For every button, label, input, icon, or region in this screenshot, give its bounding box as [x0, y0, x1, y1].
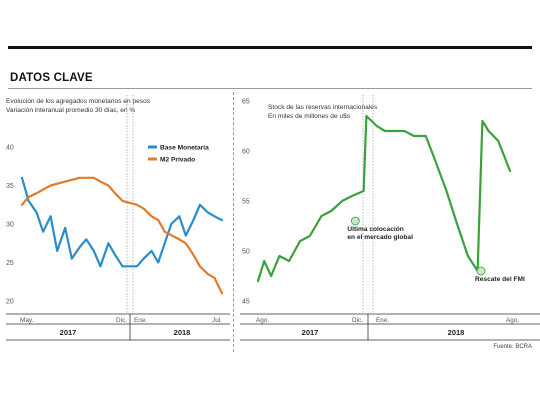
top-rule — [8, 46, 532, 49]
left-chart-year-label: 2017 — [60, 328, 77, 337]
annotation-label-0: en el mercado global — [347, 234, 413, 241]
reserves-svg: Stock de las reservas internacionales En … — [240, 95, 540, 341]
left-chart-series-line-0 — [20, 176, 224, 268]
reserves-chart: Stock de las reservas internacionales En … — [234, 89, 540, 351]
left-chart-y-tick-label: 30 — [6, 222, 14, 229]
left-chart-title: Evolución de los agregados monetarios en… — [6, 98, 151, 105]
right-chart-year-label: 2017 — [302, 328, 319, 337]
left-chart-year-label: 2018 — [174, 328, 191, 337]
right-chart-x-tick-label: Dic. — [352, 317, 363, 324]
annotation-marker-0 — [350, 216, 360, 226]
monetary-aggregates-chart: Evolución de los agregados monetarios en… — [0, 89, 234, 351]
right-chart-y-tick-label: 50 — [242, 249, 250, 256]
left-chart-series-line-1 — [20, 176, 224, 295]
left-chart-y-tick-label: 20 — [6, 299, 14, 306]
right-chart-series-line-0 — [256, 114, 512, 283]
left-chart-subtitle: Variación interanual promedio 30 días, e… — [6, 107, 135, 114]
annotation-label-1: Rescate del FMI — [475, 276, 525, 283]
annotation-label-0: Ultima colocación — [347, 226, 403, 233]
right-chart-x-tick-label: Ago. — [506, 317, 519, 324]
right-chart-year-label: 2018 — [448, 328, 465, 337]
left-chart-y-tick-label: 40 — [6, 145, 14, 152]
right-chart-y-tick-label: 55 — [242, 199, 250, 206]
left-chart-x-tick-label: Dic. — [116, 317, 127, 324]
right-chart-x-tick-label: Ene. — [376, 317, 389, 324]
left-chart-x-tick-label: May. — [20, 317, 34, 324]
left-chart-x-tick-label: Ene. — [134, 317, 147, 324]
right-chart-subtitle: En miles de millones de u$s — [268, 113, 351, 120]
right-chart-y-tick-label: 60 — [242, 149, 250, 156]
right-chart-y-tick-label: 65 — [242, 99, 250, 106]
annotation-marker-1 — [476, 266, 486, 276]
source-note: Fuente: BCRA — [493, 344, 532, 350]
legend-label-1: M2 Privado — [160, 157, 195, 164]
right-chart-title: Stock de las reservas internacionales — [268, 104, 378, 111]
panel-separator — [233, 92, 234, 352]
left-chart-y-tick-label: 35 — [6, 183, 14, 190]
legend-label-0: Base Monetaria — [160, 145, 209, 152]
right-chart-y-tick-label: 45 — [242, 299, 250, 306]
left-chart-x-tick-label: Jul. — [212, 317, 222, 324]
section-title: DATOS CLAVE — [10, 72, 93, 84]
monetary-aggregates-svg: Evolución de los agregados monetarios en… — [6, 95, 230, 341]
header-rule — [8, 88, 532, 89]
left-chart-y-tick-label: 25 — [6, 260, 14, 267]
right-chart-x-tick-label: Ago. — [256, 317, 269, 324]
